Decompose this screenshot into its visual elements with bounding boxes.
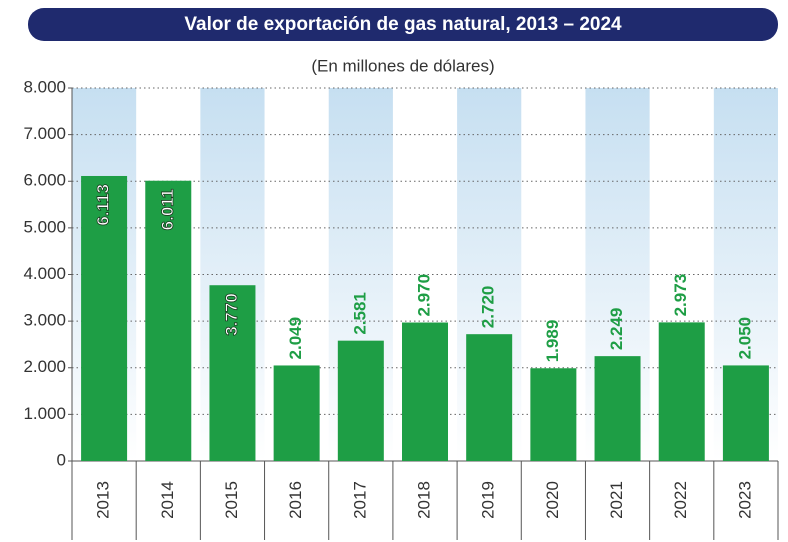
value-label: 2.581	[350, 292, 369, 335]
value-label: 2.049	[286, 317, 305, 360]
x-tick-label: 2020	[543, 481, 562, 519]
y-tick-label: 4.000	[23, 264, 66, 283]
value-label: 2.720	[479, 286, 498, 329]
x-tick-label: 2021	[607, 481, 626, 519]
y-tick-label: 2.000	[23, 357, 66, 376]
y-tick-label: 7.000	[23, 124, 66, 143]
bar	[595, 356, 641, 461]
bar	[466, 334, 512, 461]
x-tick-label: 2016	[286, 481, 305, 519]
value-label: 6.113	[94, 184, 113, 226]
y-tick-label: 8.000	[23, 77, 66, 96]
x-tick-label: 2018	[414, 481, 433, 519]
y-tick-label: 5.000	[23, 217, 66, 236]
bar	[530, 368, 576, 461]
value-label: 6.011	[158, 189, 177, 231]
x-tick-label: 2019	[479, 481, 498, 519]
value-label: 2.249	[607, 308, 626, 351]
x-tick-label: 2013	[94, 481, 113, 519]
bar	[274, 365, 320, 461]
chart-subtitle: (En millones de dólares)	[311, 56, 494, 75]
x-tick-label: 2022	[671, 481, 690, 519]
value-label: 2.050	[735, 317, 754, 360]
bar	[402, 323, 448, 461]
y-tick-label: 6.000	[23, 171, 66, 190]
y-tick-label: 1.000	[23, 404, 66, 423]
value-label: 3.770	[222, 293, 241, 336]
value-label: 1.989	[543, 320, 562, 363]
y-tick-label: 0	[57, 450, 66, 469]
chart-title: Valor de exportación de gas natural, 201…	[184, 14, 622, 35]
x-tick-label: 2014	[158, 481, 177, 519]
bar	[338, 341, 384, 461]
x-tick-label: 2023	[735, 481, 754, 519]
y-tick-label: 3.000	[23, 311, 66, 330]
x-tick-label: 2017	[350, 481, 369, 519]
chart: Valor de exportación de gas natural, 201…	[0, 0, 788, 542]
value-label: 2.970	[414, 274, 433, 317]
bar	[659, 322, 705, 461]
value-label: 2.973	[671, 274, 690, 317]
bar	[723, 365, 769, 461]
x-tick-label: 2015	[222, 481, 241, 519]
